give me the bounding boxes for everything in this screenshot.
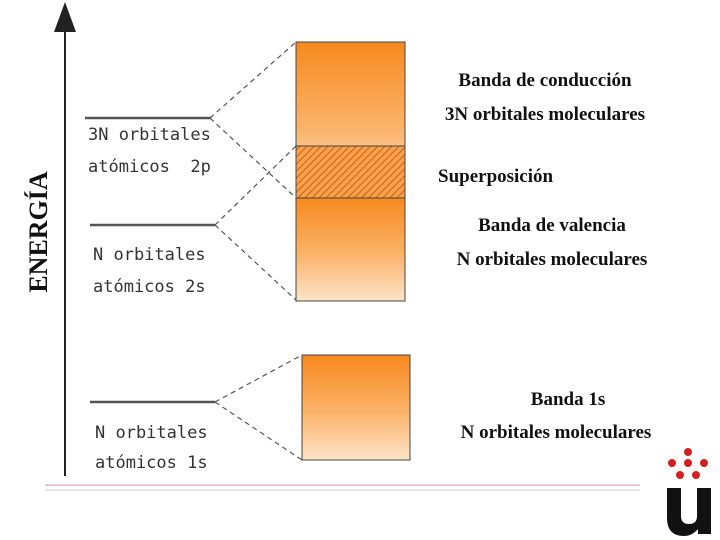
valence-band xyxy=(295,197,406,302)
band-label: Banda 1s xyxy=(531,389,605,410)
connector xyxy=(214,354,303,461)
band-label: 3N orbitales moleculares xyxy=(445,104,645,125)
band-label: Banda de conducción xyxy=(458,70,632,91)
level-label: atómicos 1s xyxy=(95,453,208,473)
connector xyxy=(209,41,297,199)
band-1s xyxy=(301,354,411,461)
level-label: N orbitales xyxy=(93,245,206,265)
level-label: 3N orbitales xyxy=(88,125,211,145)
band-label: Superposición xyxy=(438,166,554,187)
band-label: N orbitales moleculares xyxy=(457,249,648,270)
overlap-region xyxy=(295,145,406,199)
axis-arrow xyxy=(54,2,76,32)
level-label: atómicos 2s xyxy=(93,277,206,297)
axis-label: ENERGÍA xyxy=(24,171,53,293)
band-label: N orbitales moleculares xyxy=(461,422,652,443)
level-label: atómicos 2p xyxy=(88,157,211,177)
logo xyxy=(667,448,711,536)
level-label: N orbitales xyxy=(95,423,208,443)
band-label: Banda de valencia xyxy=(478,215,626,236)
connector xyxy=(214,145,297,301)
